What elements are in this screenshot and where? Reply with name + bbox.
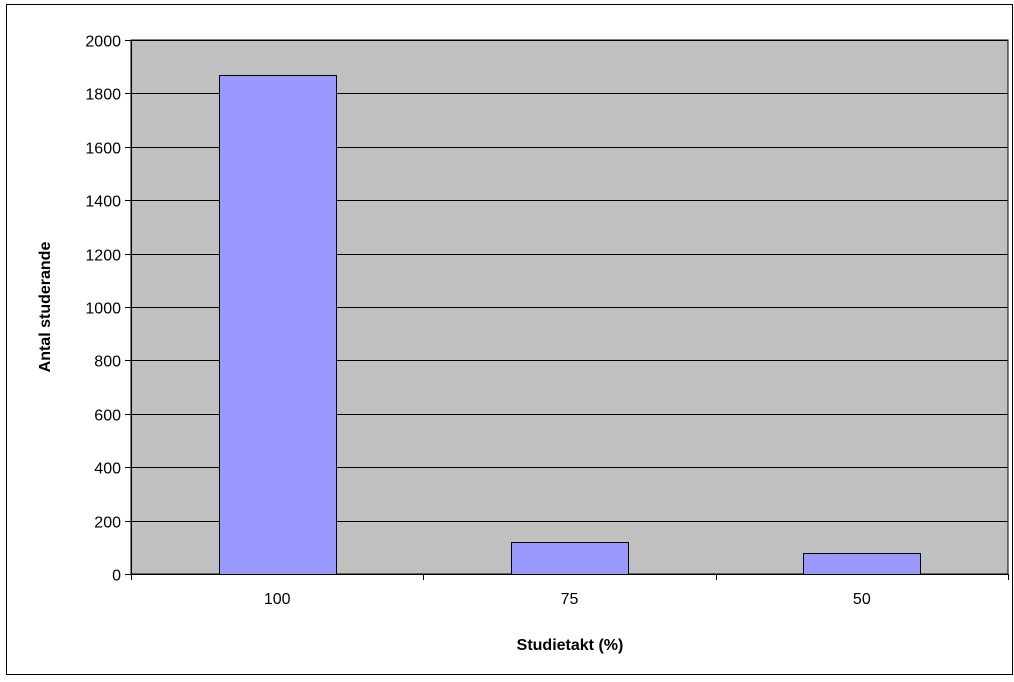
y-tick-label: 0 <box>112 568 121 585</box>
y-axis: 0 200 400 600 800 1000 1200 1400 1600 1800 2000 <box>85 34 132 585</box>
y-tick-label: 200 <box>94 515 121 532</box>
y-tick-label: 1200 <box>85 248 121 265</box>
x-axis: 100 75 50 <box>131 574 1009 608</box>
x-axis-title: Studietakt (%) <box>517 637 624 654</box>
y-tick-label: 800 <box>94 354 121 371</box>
bar-50 <box>803 553 921 575</box>
x-tick-label: 100 <box>264 591 291 608</box>
y-tick-label: 400 <box>94 461 121 478</box>
y-tick-label: 1800 <box>85 87 121 104</box>
y-axis-title: Antal studerande <box>37 242 54 373</box>
y-tick-label: 1400 <box>85 194 121 211</box>
y-tick-label: 600 <box>94 408 121 425</box>
bar-75 <box>511 542 629 575</box>
x-tick-label: 75 <box>561 591 579 608</box>
y-tick-label: 1600 <box>85 141 121 158</box>
bar-100 <box>219 75 337 575</box>
x-tick-label: 50 <box>853 591 871 608</box>
y-tick-label: 2000 <box>85 34 121 51</box>
y-tick-label: 1000 <box>85 301 121 318</box>
